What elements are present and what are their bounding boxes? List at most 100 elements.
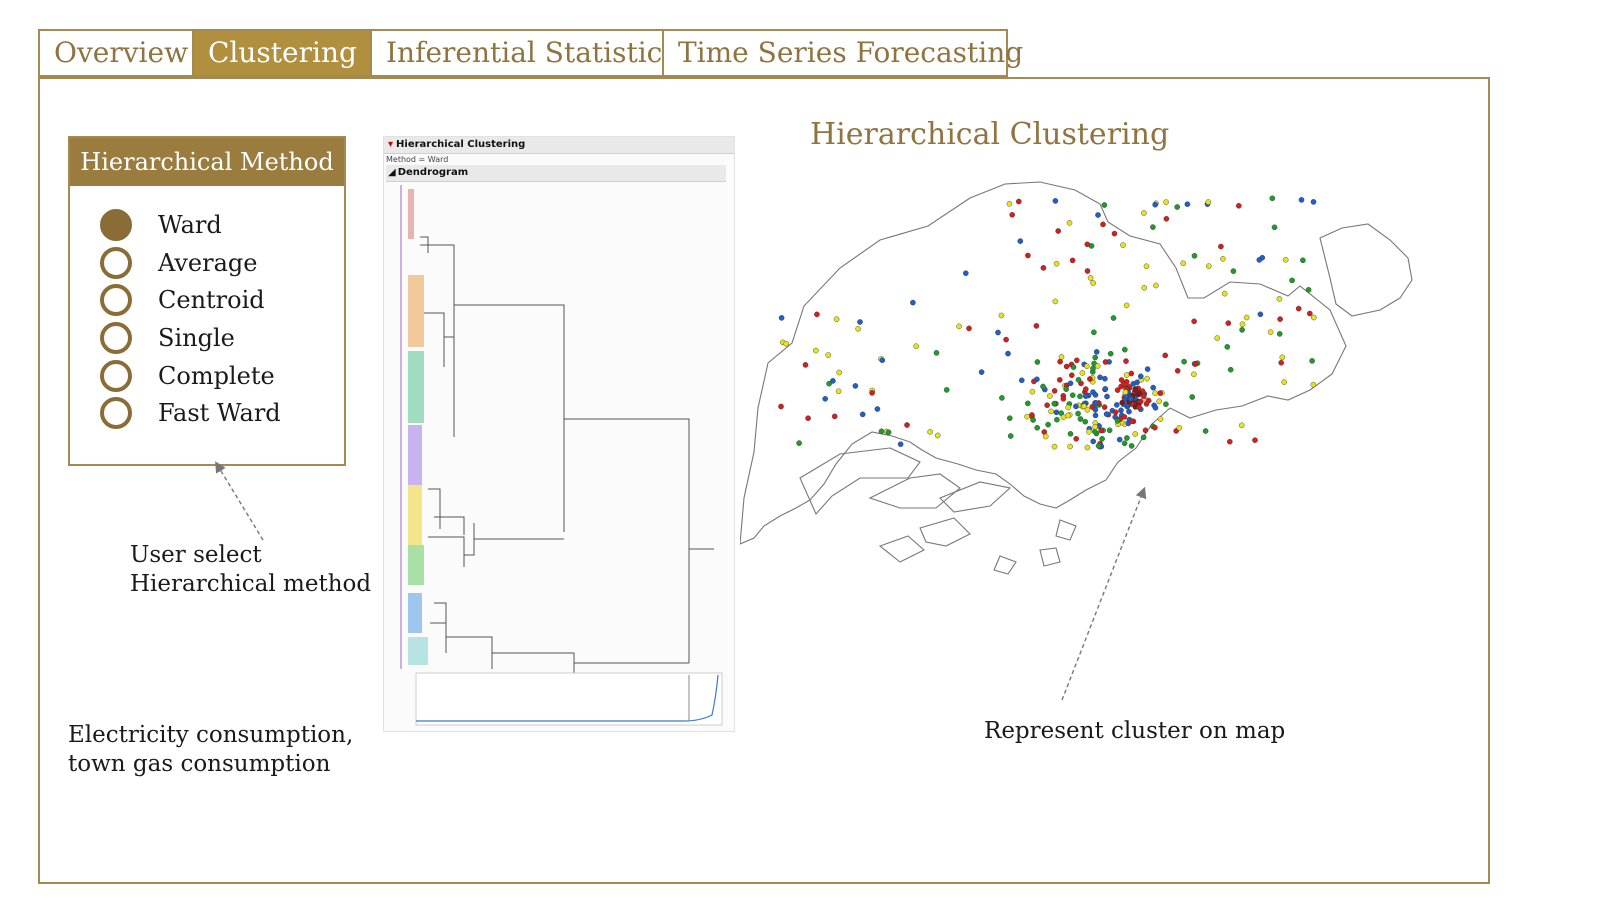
cluster-point	[1152, 201, 1159, 208]
radio-option-single[interactable]: Single	[100, 319, 235, 357]
cluster-point	[1181, 358, 1187, 365]
cluster-point	[1227, 366, 1234, 373]
main-island-outline	[740, 181, 1347, 545]
disclosure-triangle-icon[interactable]: ◢	[388, 167, 396, 178]
tab-time-series-forecasting[interactable]: Time Series Forecasting	[662, 29, 1023, 77]
cluster-point	[1087, 376, 1093, 382]
cluster-point	[1134, 379, 1140, 386]
disclosure-triangle-icon[interactable]: ▾	[388, 139, 394, 150]
eastern-island-outline	[1319, 223, 1413, 317]
cluster-point	[814, 311, 820, 318]
cluster-point	[1128, 443, 1135, 449]
radio-unchecked-icon[interactable]	[100, 284, 132, 316]
cluster-point	[1189, 394, 1196, 400]
cluster-point	[813, 347, 819, 354]
hierarchical-method-box: Hierarchical Method Ward Average Centroi…	[68, 136, 346, 466]
cluster-point	[910, 299, 916, 306]
tab-bar: Overview Clustering Inferential Statisti…	[38, 29, 1023, 77]
cluster-point	[1121, 440, 1128, 447]
cluster-point	[1310, 199, 1317, 205]
cluster-point	[1123, 372, 1130, 378]
method-box-header: Hierarchical Method	[70, 138, 344, 186]
cluster-point	[1191, 371, 1197, 378]
cluster-point	[933, 350, 940, 356]
cluster-point	[1163, 401, 1169, 407]
cluster-point	[831, 413, 838, 420]
cluster-point	[869, 390, 875, 396]
cluster-point	[1103, 411, 1110, 417]
cluster-point	[1157, 390, 1164, 396]
cluster-point	[1084, 268, 1091, 274]
radio-label: Complete	[158, 362, 275, 390]
cluster-point	[1150, 384, 1157, 391]
cluster-point	[1063, 363, 1070, 370]
cluster-point	[1257, 311, 1264, 318]
cluster-point	[1092, 399, 1099, 406]
radio-option-ward[interactable]: Ward	[100, 206, 222, 244]
tab-inferential-statistics[interactable]: Inferential Statistics	[370, 29, 677, 77]
radio-option-fast-ward[interactable]: Fast Ward	[100, 394, 281, 432]
radio-unchecked-icon[interactable]	[100, 247, 132, 279]
cluster-point	[878, 428, 885, 435]
radio-checked-icon[interactable]	[100, 209, 132, 241]
cluster-point	[1051, 388, 1058, 394]
cluster-point	[913, 343, 919, 349]
cluster-point	[1282, 256, 1289, 263]
cluster-point	[1005, 350, 1011, 357]
cluster-point	[1137, 373, 1144, 380]
cluster-point	[1218, 243, 1224, 250]
radio-option-complete[interactable]: Complete	[100, 357, 275, 395]
dendrogram-distance-plot	[415, 672, 723, 726]
cluster-point	[1140, 434, 1147, 441]
cluster-point	[1006, 415, 1013, 421]
radio-unchecked-icon[interactable]	[100, 360, 132, 392]
cluster-point	[1106, 427, 1113, 434]
dendrogram-section-header[interactable]: ◢ Dendrogram	[386, 165, 726, 182]
radio-unchecked-icon[interactable]	[100, 322, 132, 354]
cluster-point	[1235, 202, 1242, 209]
cluster-point	[1121, 346, 1128, 353]
cluster-point	[1289, 277, 1295, 284]
dendrogram-report-title[interactable]: ▾ Hierarchical Clustering	[384, 137, 734, 154]
map-outline	[740, 181, 1413, 575]
cluster-point	[1140, 393, 1147, 400]
cluster-point	[1100, 221, 1106, 228]
cluster-point	[1069, 392, 1076, 398]
cluster-point	[1156, 398, 1162, 405]
cluster-point	[998, 312, 1005, 319]
method-info-text: Method = Ward	[386, 155, 449, 164]
cluster-point	[885, 429, 892, 436]
cluster-point	[783, 340, 790, 347]
radio-label: Single	[158, 324, 235, 352]
report-title-text: Hierarchical Clustering	[396, 139, 526, 150]
cluster-point	[1045, 421, 1051, 428]
dendrogram-branches	[420, 236, 714, 675]
cluster-point	[1152, 424, 1158, 431]
cluster-point	[855, 325, 861, 332]
cluster-point	[1048, 408, 1054, 415]
map-caption: Represent cluster on map	[984, 718, 1286, 744]
cluster-point	[904, 422, 910, 428]
radio-unchecked-icon[interactable]	[100, 397, 132, 429]
radio-option-centroid[interactable]: Centroid	[100, 281, 265, 319]
cluster-point	[1144, 375, 1150, 382]
cluster-point	[1034, 424, 1041, 431]
cluster-point	[1152, 390, 1158, 396]
annotation-line: Hierarchical method	[130, 571, 372, 597]
cluster-point	[1300, 257, 1306, 264]
cluster-point	[1310, 381, 1317, 388]
cluster-point	[1073, 357, 1080, 364]
cluster-point	[1305, 287, 1312, 293]
cluster-point	[995, 329, 1001, 336]
tab-clustering[interactable]: Clustering	[192, 29, 370, 77]
cluster-point	[1295, 305, 1302, 312]
cluster-point	[1040, 383, 1046, 390]
tab-overview[interactable]: Overview	[38, 29, 192, 77]
radio-option-average[interactable]: Average	[100, 244, 257, 282]
cluster-point	[966, 325, 972, 332]
cluster-point	[1191, 253, 1198, 259]
cluster-point	[1226, 438, 1233, 445]
cluster-point	[1163, 199, 1169, 205]
variables-annotation: Electricity consumption, town gas consum…	[68, 721, 353, 779]
cluster-point	[1128, 370, 1135, 377]
